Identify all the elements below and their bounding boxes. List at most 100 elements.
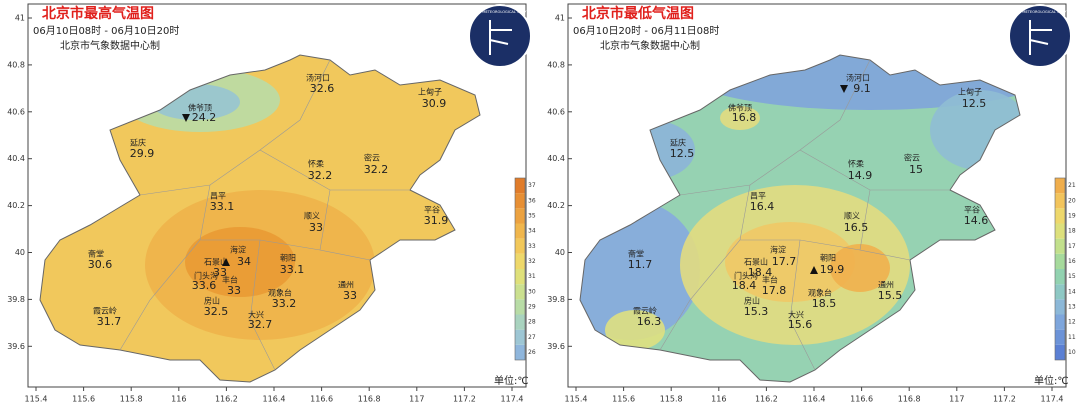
station-value: 15.5 xyxy=(878,289,903,302)
lat-tick-label: 40.6 xyxy=(7,107,25,116)
map-title: 北京市最高气温图 xyxy=(42,5,154,22)
station-name: 观象台 xyxy=(808,288,832,298)
lon-tick-label: 117 xyxy=(949,395,964,404)
station-name: 丰台 xyxy=(222,275,238,285)
station-name: 大兴 xyxy=(788,310,804,320)
station-value: 33.6 xyxy=(192,279,217,292)
colorbar-cell xyxy=(515,238,525,254)
station-value: 33.1 xyxy=(280,263,305,276)
station-value: 17.7 xyxy=(772,255,797,268)
station-value: 14.6 xyxy=(964,214,989,227)
station-value: 15.3 xyxy=(744,305,769,318)
time-range: 06月10日08时 - 06月10日20时 xyxy=(33,25,179,37)
colorbar-cell xyxy=(515,193,525,209)
colorbar-cell xyxy=(1055,344,1065,360)
station-value: 33 xyxy=(343,289,357,302)
station-name: 通州 xyxy=(878,280,894,290)
colorbar-label: 10 xyxy=(1068,349,1076,356)
colorbar-label: 27 xyxy=(528,334,536,341)
station-value: 30.9 xyxy=(422,97,447,110)
lat-tick-label: 39.6 xyxy=(547,342,565,351)
field-contour xyxy=(680,55,1020,110)
time-range: 06月10日20时 - 06月11日08时 xyxy=(573,25,719,37)
lon-tick-label: 116.8 xyxy=(358,395,381,404)
lon-tick-label: 115.8 xyxy=(120,395,143,404)
source: 北京市气象数据中心制 xyxy=(600,39,700,52)
colorbar-label: 14 xyxy=(1068,288,1076,295)
station-name: 延庆 xyxy=(130,138,146,148)
station-name: 密云 xyxy=(364,153,380,163)
lon-tick-label: 115.6 xyxy=(612,395,635,404)
station-value: 24.2 xyxy=(192,111,217,124)
max-marker xyxy=(810,266,818,274)
colorbar-cell xyxy=(515,299,525,315)
station-name: 观象台 xyxy=(268,288,292,298)
lat-tick-label: 39.6 xyxy=(7,342,25,351)
station-value: 16.3 xyxy=(637,315,662,328)
district-lines xyxy=(659,59,950,371)
station-name: 上甸子 xyxy=(958,87,982,97)
lat-tick-label: 41 xyxy=(555,14,565,23)
station-value: 31.7 xyxy=(97,315,122,328)
station-value: 19.9 xyxy=(820,263,845,276)
station-value: 14.9 xyxy=(848,169,873,182)
min-marker xyxy=(840,85,848,93)
colorbar-frame xyxy=(514,177,526,361)
colorbar-label: 29 xyxy=(528,303,536,310)
colorbar-cell xyxy=(1055,178,1065,194)
colorbar-label: 37 xyxy=(528,182,536,189)
station-name: 佛爷顶 xyxy=(728,103,752,113)
station-name: 朝阳 xyxy=(280,254,296,263)
colorbar-frame xyxy=(1054,177,1066,361)
station-value: 32.6 xyxy=(310,82,335,95)
colorbar-cell xyxy=(1055,238,1065,254)
station-value: 16.5 xyxy=(844,221,869,234)
colorbar-cell xyxy=(515,344,525,360)
lon-tick-label: 117.2 xyxy=(453,395,476,404)
lon-tick-label: 117.4 xyxy=(501,395,524,404)
station-name: 门头沟 xyxy=(194,271,218,281)
colorbar-cell xyxy=(515,178,525,194)
station-name: 房山 xyxy=(744,296,760,306)
station-value: 15.6 xyxy=(788,318,813,331)
colorbar-cell xyxy=(515,223,525,239)
station-name: 昌平 xyxy=(210,192,226,201)
colorbar-cell xyxy=(1055,299,1065,315)
district-lines xyxy=(119,59,410,371)
colorbar-label: 18 xyxy=(1068,228,1076,235)
lon-tick-label: 116 xyxy=(171,395,186,404)
colorbar-label: 31 xyxy=(528,273,536,280)
lon-tick-label: 116.6 xyxy=(850,395,873,404)
station-name: 延庆 xyxy=(670,138,686,148)
colorbar-cell xyxy=(1055,208,1065,224)
colorbar-label: 11 xyxy=(1068,334,1076,341)
lat-tick-label: 40.4 xyxy=(7,154,25,163)
colorbar-cell xyxy=(515,253,525,269)
colorbar-label: 20 xyxy=(1068,197,1076,204)
station-value: 32.5 xyxy=(204,305,229,318)
colorbar-cell xyxy=(515,208,525,224)
station-value: 32.2 xyxy=(308,169,333,182)
logo-text: BEIJING METEOROLOGICAL SERVICE xyxy=(1008,10,1073,14)
colorbar-cell xyxy=(1055,253,1065,269)
lat-tick-label: 40.8 xyxy=(547,60,565,69)
colorbar-label: 28 xyxy=(528,319,536,326)
lon-tick-label: 116.4 xyxy=(803,395,826,404)
station-name: 佛爷顶 xyxy=(188,103,212,113)
station-value: 9.1 xyxy=(853,82,871,95)
logo-mark xyxy=(1029,20,1052,55)
station-name: 平谷 xyxy=(424,206,440,215)
lon-tick-label: 116.4 xyxy=(263,395,286,404)
lat-tick-label: 40 xyxy=(15,248,25,257)
map-panel: 41 40.8 40.6 40.4 40.2 40 39.8 39.6 115.4 115.6 11… xyxy=(7,3,536,404)
station-value: 33 xyxy=(309,221,323,234)
lat-tick-label: 39.8 xyxy=(7,295,25,304)
city-outline xyxy=(579,54,1021,383)
colorbar-label: 19 xyxy=(1068,212,1076,219)
unit: 单位:℃ xyxy=(1034,374,1069,387)
station-name: 汤河口 xyxy=(846,73,870,83)
station-name: 丰台 xyxy=(762,275,778,285)
station-name: 平谷 xyxy=(964,206,980,215)
station-value: 33.2 xyxy=(272,297,297,310)
